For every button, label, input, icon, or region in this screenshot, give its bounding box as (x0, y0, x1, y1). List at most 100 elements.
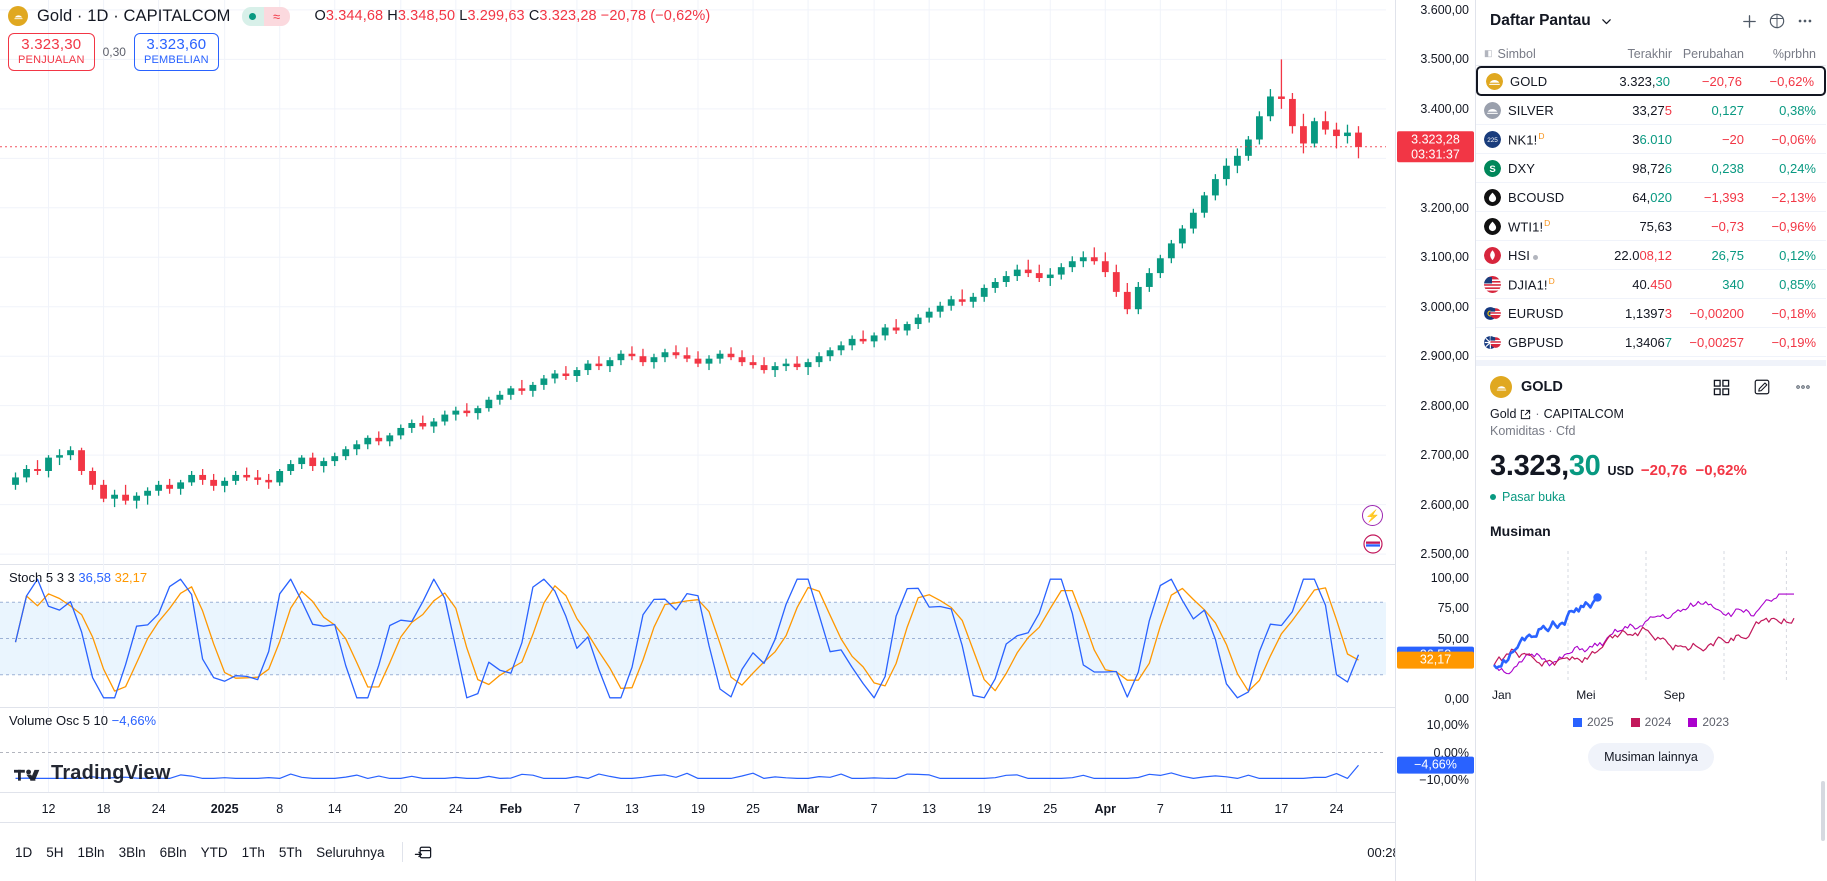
go-to-date-icon[interactable] (414, 843, 433, 862)
chart-symbol-title[interactable]: Gold · 1D · CAPITALCOM (37, 6, 231, 25)
legend-year-label: 2025 (1586, 715, 1614, 729)
watchlist-percent: −0,06% (1771, 131, 1816, 147)
data-quality-icon[interactable]: ≈ (263, 6, 290, 26)
ohlc-o-label: O (314, 8, 326, 24)
range-button-ytd[interactable]: YTD (200, 844, 228, 860)
range-button-1d[interactable]: 1D (15, 844, 33, 860)
dxy-icon: S (1484, 159, 1501, 177)
price-scale-label: 2.500,00 (1420, 547, 1469, 562)
seasonality-legend-item-2024[interactable]: 2024 (1630, 715, 1671, 729)
time-axis-label: 7 (1156, 802, 1164, 816)
symbol-detail-ticker: GOLD (1521, 379, 1563, 395)
ohlc-c-label: C (528, 8, 540, 24)
chart-area: Stoch 5 3 3 36,58 32,17 Volume Osc 5 10 … (0, 0, 1476, 881)
watchlist-row-hsi[interactable]: HSI 22.008,12 26,75 0,12% (1476, 241, 1826, 270)
watchlist-menu-icon[interactable] (1768, 12, 1786, 30)
watchlist-symbol-name: GBPUSD (1508, 334, 1564, 350)
time-axis-label: 24 (448, 802, 463, 816)
sidebar-scrollbar[interactable] (1821, 781, 1825, 841)
time-axis-label: 18 (96, 802, 111, 816)
legend-swatch (1630, 717, 1640, 727)
column-header-last[interactable]: Terakhir (1627, 46, 1672, 61)
range-button-1bln[interactable]: 1Bln (77, 844, 105, 860)
sell-quote-button[interactable]: 3.323,30 PENJUALAN (8, 33, 95, 72)
time-axis[interactable]: 12 18 24 2025 8 14 20 24 Feb 7 13 19 25 Mar 7 13 19 25 Apr… (0, 792, 1395, 822)
watchlist-row-silver[interactable]: SILVER 33,275 0,127 0,38% (1476, 96, 1826, 125)
watchlist-row-nk1[interactable]: 225 NK1!D 36.010 −20 −0,06% (1476, 125, 1826, 154)
range-button-5h[interactable]: 5H (46, 844, 64, 860)
tradingview-logo-icon (14, 769, 40, 781)
price-scale-label: 3.100,00 (1420, 250, 1469, 265)
stoch-scale-label: 0,00 (1444, 692, 1469, 706)
plus-icon[interactable] (1741, 13, 1758, 30)
watchlist-percent: 0,24% (1779, 160, 1816, 176)
watchlist-change: −0,00257 (1689, 334, 1744, 350)
watchlist-row-gold[interactable]: GOLD 3.323,30 −20,76 −0,62% (1476, 66, 1826, 96)
range-button-5th[interactable]: 5Th (278, 844, 303, 860)
seasonality-chart[interactable] (1490, 547, 1812, 687)
watchlist-title[interactable]: Daftar Pantau (1490, 12, 1591, 29)
external-link-icon[interactable] (1520, 409, 1531, 420)
current-price-tag: 3.323,28 03:31:37 (1397, 131, 1474, 163)
watchlist-row-wti1[interactable]: WTI1!D 75,63 −0,73 −0,96% (1476, 212, 1826, 241)
symbol-change: −20,76 −0,62% (1641, 462, 1747, 479)
more-options-icon[interactable] (1794, 378, 1812, 396)
grid-view-icon[interactable] (1713, 379, 1730, 396)
time-axis-label: Feb (499, 802, 522, 816)
seasonality-line (1492, 596, 1599, 670)
symbol-detail-header: GOLD (1490, 376, 1812, 398)
more-options-icon[interactable] (1796, 12, 1814, 30)
seasonality-axis: Jan Mei Sep (1490, 688, 1812, 704)
more-seasonality-button[interactable]: Musiman lainnya (1588, 743, 1714, 771)
volosc-scale-label: 0,00% (1433, 745, 1469, 760)
sort-indicator-icon[interactable]: ◧ (1484, 48, 1493, 58)
bar-countdown: 03:31:37 (1411, 146, 1460, 161)
seasonality-legend-item-2025[interactable]: 2025 (1572, 715, 1614, 729)
time-axis-label: 24 (1329, 802, 1344, 816)
oil-icon (1484, 188, 1501, 206)
nikkei-icon: 225 (1484, 130, 1501, 148)
chart-canvas[interactable] (0, 0, 1396, 792)
flag-badge-icon[interactable] (1362, 533, 1383, 554)
seasonality-legend-item-2023[interactable]: 2023 (1688, 715, 1729, 729)
column-header-symbol[interactable]: Simbol (1497, 46, 1536, 61)
watchlist-symbol-name: GOLD (1510, 73, 1548, 89)
watchlist-last-price: 33,275 (1632, 102, 1672, 118)
watchlist-change: 0,127 (1711, 102, 1744, 118)
gold-symbol-icon (8, 6, 28, 26)
watchlist-change: −1,393 (1703, 189, 1744, 205)
symbol-desc-name[interactable]: Gold (1490, 407, 1517, 421)
column-header-percent[interactable]: %prbhn (1772, 46, 1816, 61)
symbol-price-row: 3.323,30 USD −20,76 −0,62% (1490, 450, 1812, 483)
watchlist-row-djia1[interactable]: DJIA1!D 40.450 340 0,85% (1476, 270, 1826, 299)
watchlist-row-dxy[interactable]: S DXY 98,726 0,238 0,24% (1476, 154, 1826, 183)
buy-quote-button[interactable]: 3.323,60 PEMBELIAN (133, 33, 219, 72)
range-button-3bln[interactable]: 3Bln (118, 844, 146, 860)
watchlist-row-bcousd[interactable]: BCOUSD 64,020 −1,393 −2,13% (1476, 183, 1826, 212)
legend-year-label: 2023 (1702, 715, 1730, 729)
watchlist-rows: GOLD 3.323,30 −20,76 −0,62% SILVER 33,275 0,12… (1476, 66, 1826, 357)
ohlc-h-label: H (387, 8, 398, 24)
watchlist-percent: −2,13% (1771, 189, 1816, 205)
watchlist-percent: −0,62% (1769, 73, 1814, 89)
volosc-legend[interactable]: Volume Osc 5 10 −4,66% (9, 713, 156, 728)
edit-icon[interactable] (1753, 378, 1771, 396)
watchlist-row-gbpusd[interactable]: GBPUSD 1,34067 −0,00257 −0,19% (1476, 328, 1826, 357)
watchlist-percent: −0,96% (1771, 218, 1816, 234)
alert-lightning-icon[interactable]: ⚡ (1362, 505, 1383, 526)
ohlc-l-label: L (459, 8, 468, 24)
price-scale[interactable]: 3.600,00 3.500,00 3.400,00 3.200,00 3.100,00… (1395, 0, 1475, 881)
range-button-6bln[interactable]: 6Bln (159, 844, 187, 860)
watchlist-row-eurusd[interactable]: EURUSD 1,13973 −0,00200 −0,18% (1476, 299, 1826, 328)
range-button-seluruhnya[interactable]: Seluruhnya (316, 844, 385, 860)
symbol-desc-exchange[interactable]: CAPITALCOM (1543, 407, 1624, 421)
stoch-legend[interactable]: Stoch 5 3 3 36,58 32,17 (9, 570, 147, 585)
column-header-change[interactable]: Perubahan (1682, 46, 1744, 61)
time-axis-label: 7 (573, 802, 581, 816)
watermark-text: TradingView (51, 762, 171, 784)
chevron-down-icon[interactable] (1601, 16, 1612, 27)
volosc-params: 5 10 (82, 713, 109, 728)
symbol-category: Komiditas · Cfd (1490, 424, 1576, 438)
range-button-1th[interactable]: 1Th (241, 844, 265, 860)
watchlist-symbol-name: EURUSD (1508, 305, 1564, 321)
